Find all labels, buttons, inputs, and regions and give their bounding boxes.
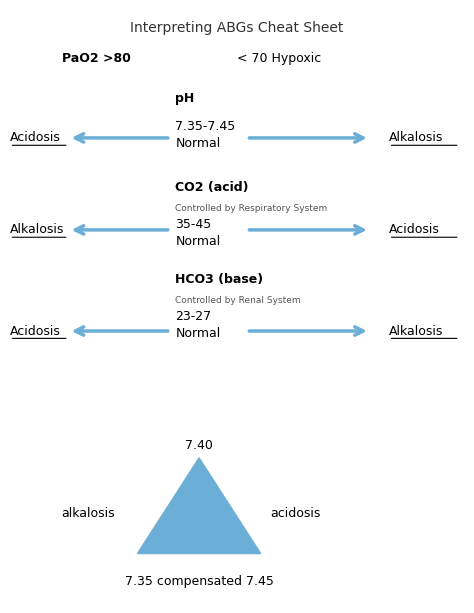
Text: < 70 Hypoxic: < 70 Hypoxic [237, 51, 321, 65]
Text: PaO2 >80: PaO2 >80 [62, 51, 130, 65]
Text: Controlled by Respiratory System: Controlled by Respiratory System [175, 204, 328, 213]
Text: 23-27: 23-27 [175, 310, 211, 322]
Text: Alkalosis: Alkalosis [389, 131, 443, 145]
Text: 7.35 compensated 7.45: 7.35 compensated 7.45 [125, 575, 273, 588]
Text: Acidosis: Acidosis [9, 324, 60, 338]
Text: HCO3 (base): HCO3 (base) [175, 273, 264, 286]
Polygon shape [137, 458, 261, 554]
Text: Controlled by Renal System: Controlled by Renal System [175, 296, 301, 305]
Text: Acidosis: Acidosis [9, 131, 60, 145]
Text: 35-45: 35-45 [175, 218, 211, 230]
Text: 7.40: 7.40 [185, 439, 213, 452]
Text: Normal: Normal [175, 327, 220, 340]
Text: acidosis: acidosis [270, 507, 320, 520]
Text: Acidosis: Acidosis [389, 223, 439, 237]
Text: alkalosis: alkalosis [62, 507, 115, 520]
Text: Alkalosis: Alkalosis [9, 223, 64, 237]
Text: Normal: Normal [175, 137, 220, 150]
Text: Normal: Normal [175, 235, 220, 248]
Text: 7.35-7.45: 7.35-7.45 [175, 120, 236, 132]
Text: pH: pH [175, 93, 195, 105]
Text: Interpreting ABGs Cheat Sheet: Interpreting ABGs Cheat Sheet [130, 21, 344, 34]
Text: Alkalosis: Alkalosis [389, 324, 443, 338]
Text: CO2 (acid): CO2 (acid) [175, 181, 249, 194]
